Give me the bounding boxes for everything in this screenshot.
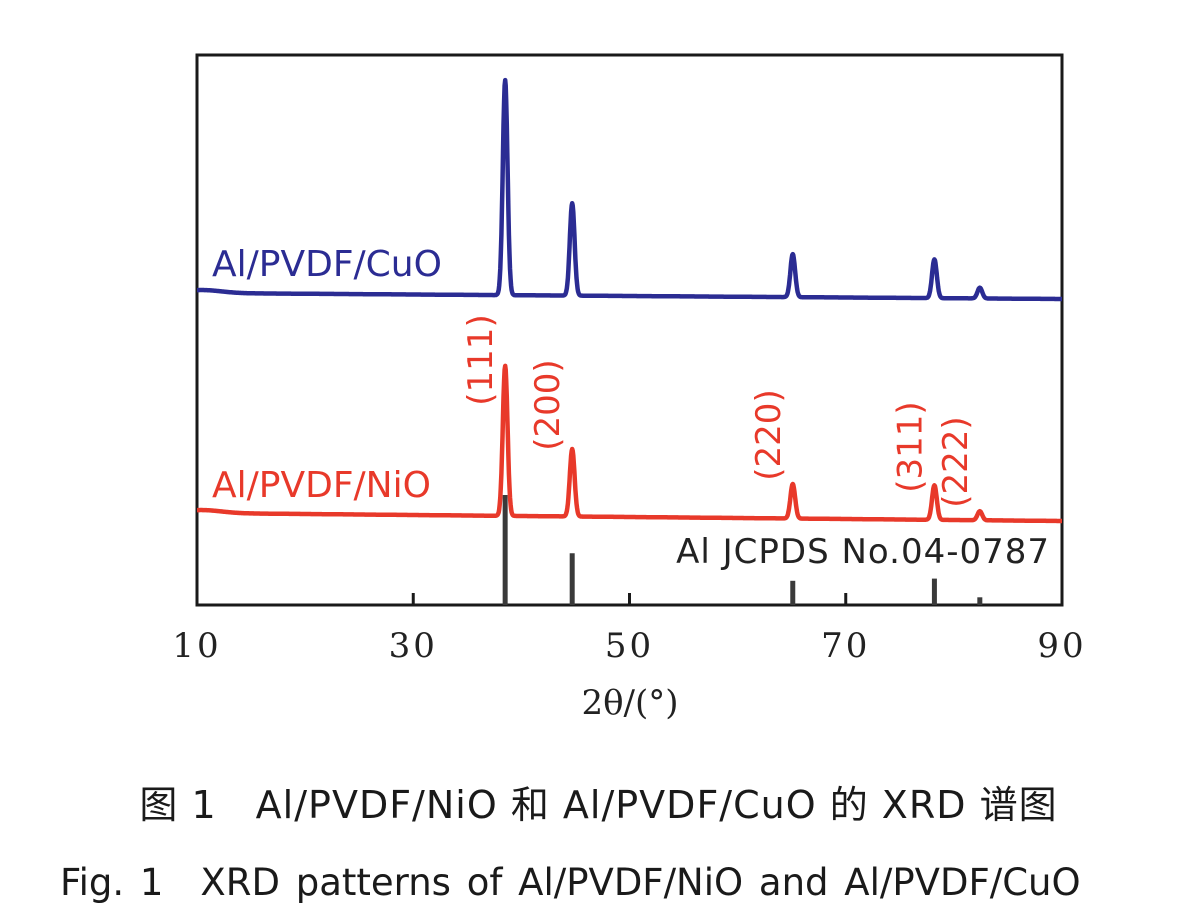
reference-lines	[502, 495, 983, 605]
series-label-cuo: Al/PVDF/CuO	[212, 244, 442, 285]
plot-frame	[195, 53, 1064, 607]
figure-caption-cn: 图 1 Al/PVDF/NiO 和 Al/PVDF/CuO 的 XRD 谱图	[139, 783, 1058, 827]
hkl-label: (111)	[461, 314, 501, 405]
x-axis-ticks	[195, 593, 1064, 605]
x-tick-label: 30	[389, 626, 438, 666]
series-line-nio	[195, 363, 1064, 524]
hkl-label: (222)	[936, 416, 976, 507]
hkl-label: (311)	[890, 401, 930, 492]
x-tick-label: 90	[1037, 626, 1086, 666]
hkl-labels: (111) (200) (220) (311) (222)	[461, 314, 976, 507]
series-line-cuo	[195, 77, 1064, 302]
x-axis-tick-labels: 10 30 50 70 90	[172, 626, 1086, 666]
x-tick-label: 70	[821, 626, 870, 666]
hkl-label: (200)	[528, 359, 568, 450]
x-tick-label: 50	[605, 626, 654, 666]
series-label-nio: Al/PVDF/NiO	[212, 465, 431, 506]
reference-label: Al JCPDS No.04-0787	[676, 532, 1050, 572]
hkl-label: (220)	[749, 389, 789, 480]
figure-caption-en: Fig. 1 XRD patterns of Al/PVDF/NiO and A…	[60, 861, 1081, 904]
x-axis-label: 2θ/(°)	[581, 683, 678, 723]
x-tick-label: 10	[172, 626, 221, 666]
